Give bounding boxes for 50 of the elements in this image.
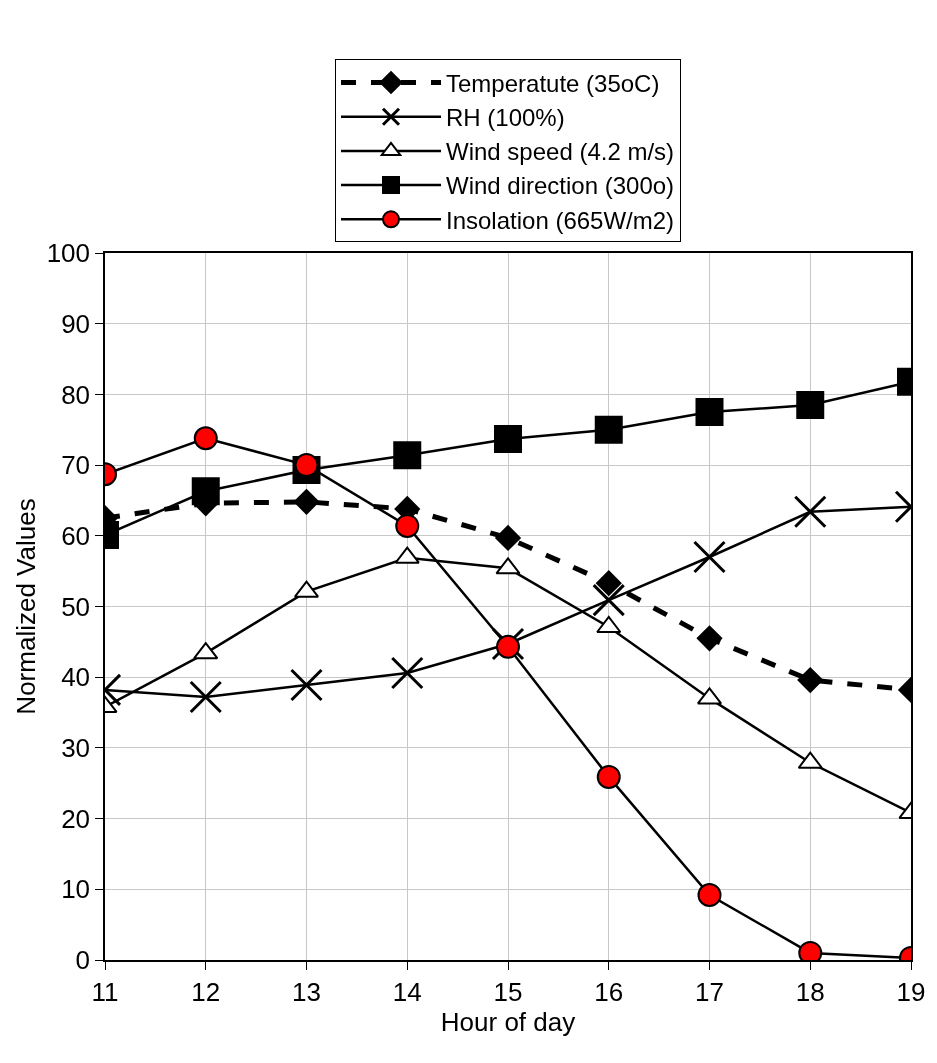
- point: [189, 680, 223, 714]
- point: [793, 495, 827, 529]
- point: [592, 583, 626, 617]
- x-tick-label: 14: [392, 976, 422, 1007]
- y-tick-label: 40: [61, 662, 91, 693]
- x-axis-title: Hour of day: [440, 1006, 576, 1037]
- point: [390, 656, 424, 690]
- point: [496, 634, 520, 659]
- point: [193, 426, 218, 451]
- y-tick-label: 50: [61, 591, 91, 622]
- point: [294, 453, 319, 478]
- point: [695, 398, 724, 427]
- point: [393, 441, 422, 470]
- y-tick-label: 10: [61, 874, 91, 905]
- legend-label: Insolation (665W/m2): [446, 206, 675, 234]
- legend-label: Wind direction (300o): [446, 172, 675, 200]
- y-axis-title: Normalized Values: [10, 498, 41, 715]
- x-tick-label: 13: [292, 976, 321, 1007]
- y-tick-label: 100: [46, 238, 91, 269]
- point: [596, 764, 621, 789]
- point: [494, 424, 522, 453]
- x-tick-label: 18: [795, 976, 825, 1007]
- point: [797, 667, 823, 693]
- point: [697, 882, 722, 907]
- point: [293, 489, 320, 515]
- y-tick-label: 0: [75, 945, 91, 976]
- y-tick-label: 20: [61, 803, 91, 834]
- point: [495, 525, 521, 551]
- y-tick-label: 60: [61, 520, 91, 551]
- y-tick-label: 90: [61, 308, 91, 339]
- point: [693, 540, 726, 574]
- x-tick-label: 19: [896, 976, 926, 1007]
- point: [696, 625, 723, 652]
- point: [596, 570, 622, 596]
- x-tick-label: 16: [594, 976, 624, 1007]
- legend-label: Temperatute (35oC): [446, 69, 660, 97]
- legend-label: RH (100%): [446, 104, 565, 132]
- x-tick-label: 11: [91, 976, 119, 1007]
- point: [796, 391, 825, 420]
- x-tick-label: 15: [493, 976, 523, 1007]
- point: [594, 415, 623, 444]
- x-tick-label: 17: [695, 976, 724, 1007]
- point: [395, 513, 420, 538]
- legend-label: Wind speed (4.2 m/s): [446, 138, 675, 166]
- point: [191, 477, 220, 506]
- x-tick-label: 12: [191, 976, 221, 1007]
- y-tick-label: 30: [61, 733, 91, 763]
- y-tick-label: 70: [61, 450, 91, 481]
- y-tick-label: 80: [61, 379, 91, 410]
- point: [290, 668, 323, 702]
